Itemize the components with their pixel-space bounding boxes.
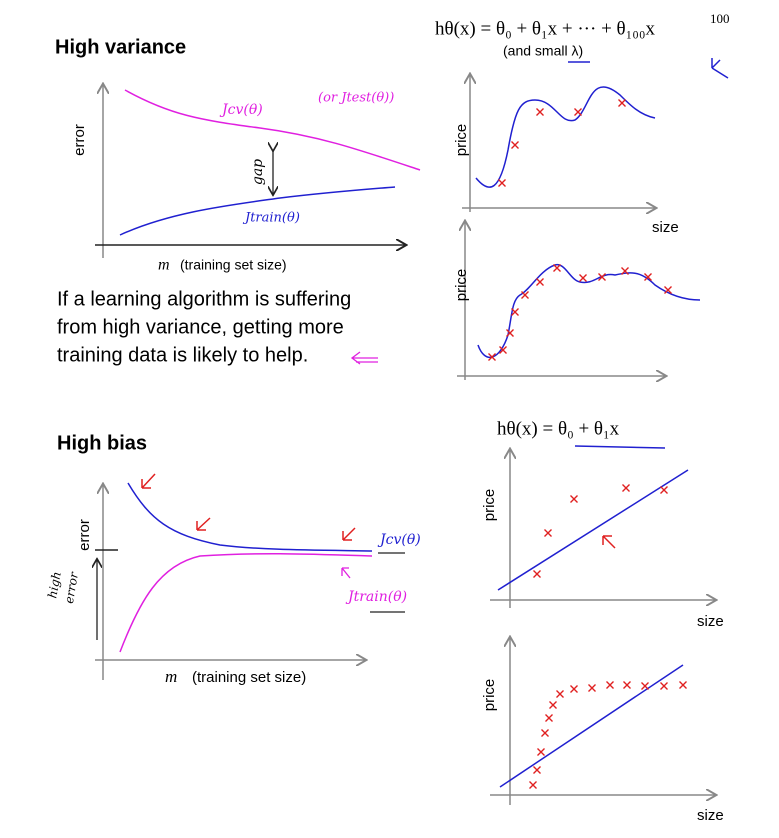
- sample-point: [536, 278, 544, 286]
- fit-line: [499, 664, 684, 788]
- sample-point: [544, 529, 552, 537]
- sample-point: [533, 570, 541, 578]
- sample-point: [536, 108, 544, 116]
- underline: [574, 445, 666, 449]
- sample-point: [537, 748, 545, 756]
- fit-line: [497, 469, 689, 591]
- sample-point: [579, 274, 587, 282]
- sample-point: [511, 308, 519, 316]
- axis-label: size: [697, 613, 724, 630]
- sample-point: [549, 701, 557, 709]
- x-var: m: [158, 257, 170, 274]
- sample-point: [618, 99, 626, 107]
- axis-label: price: [453, 269, 470, 302]
- sample-point: [574, 108, 582, 116]
- axis-label: price: [481, 489, 498, 522]
- x-var: m: [165, 667, 177, 686]
- paragraph-line: from high variance, getting more: [57, 316, 344, 338]
- train-label: Jtrain(θ): [345, 589, 407, 605]
- sample-point: [621, 267, 629, 275]
- cv-curve: [124, 89, 421, 171]
- paragraph-line: training data is likely to help.: [57, 344, 308, 366]
- sample-point: [521, 291, 529, 299]
- sample-point: [679, 681, 687, 689]
- train-curve: [119, 186, 396, 236]
- sample-point: [529, 781, 537, 789]
- sample-point: [598, 273, 606, 281]
- formula-exponent: 100: [710, 11, 730, 26]
- sample-point: [588, 684, 596, 692]
- axis-label: error: [71, 124, 88, 156]
- sample-point: [556, 690, 564, 698]
- axis-label: size: [697, 807, 724, 824]
- formula-note: (and small λ): [503, 43, 583, 59]
- sample-point: [606, 681, 614, 689]
- axis-label: price: [453, 124, 470, 157]
- axis-label: size: [652, 219, 679, 236]
- train-curve: [119, 552, 373, 653]
- sample-point: [506, 329, 514, 337]
- pointer: [350, 351, 378, 365]
- test-label: (or Jtest(θ)): [318, 91, 394, 106]
- fit-curve: [477, 264, 701, 358]
- section-title: High variance: [55, 36, 186, 58]
- axis-label: price: [481, 679, 498, 712]
- sample-point: [488, 353, 496, 361]
- sample-point: [622, 484, 630, 492]
- axis-label: error: [76, 519, 93, 551]
- note: error: [62, 570, 81, 605]
- section-title: High bias: [57, 432, 147, 454]
- sample-point: [570, 495, 578, 503]
- sample-point: [545, 714, 553, 722]
- pointers: [141, 473, 616, 549]
- sample-point: [623, 681, 631, 689]
- fit-curve: [475, 86, 656, 188]
- sample-point: [498, 179, 506, 187]
- sample-point: [664, 286, 672, 294]
- pointer: [711, 58, 729, 79]
- formula: hθ(x) = θ₀ + θ₁x + ··· + θ₁₀₀x: [435, 18, 656, 39]
- sample-point: [541, 729, 549, 737]
- sample-point: [499, 346, 507, 354]
- axis-label: (training set size): [192, 669, 306, 686]
- gap-label: gap: [250, 159, 266, 185]
- cv-curve: [127, 482, 373, 552]
- sample-point: [660, 682, 668, 690]
- sample-point: [533, 766, 541, 774]
- paragraph-line: If a learning algorithm is suffering: [57, 288, 351, 310]
- sample-point: [660, 486, 668, 494]
- cv-label: Jcv(θ): [219, 102, 263, 118]
- cv-label: Jcv(θ): [377, 532, 421, 548]
- sample-point: [570, 685, 578, 693]
- sample-point: [553, 264, 561, 272]
- note: high: [45, 570, 63, 599]
- pointer: [341, 567, 351, 579]
- axis-label: (training set size): [180, 257, 287, 273]
- sample-point: [644, 273, 652, 281]
- train-label: Jtrain(θ): [242, 211, 300, 226]
- sample-point: [511, 141, 519, 149]
- sample-point: [641, 682, 649, 690]
- formula: hθ(x) = θ₀ + θ₁x: [497, 418, 620, 439]
